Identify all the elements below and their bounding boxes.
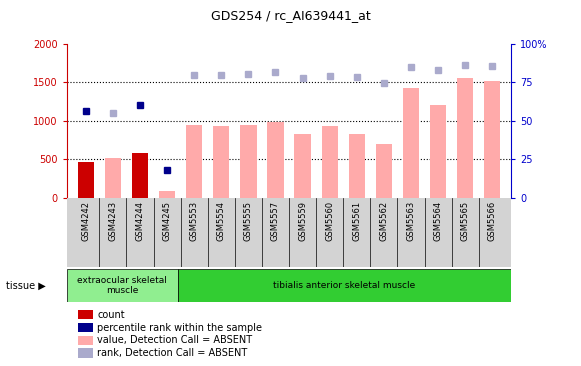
Bar — [430, 105, 446, 198]
Text: GSM5563: GSM5563 — [407, 201, 415, 241]
Text: GSM5565: GSM5565 — [461, 201, 469, 241]
Bar — [321, 126, 338, 198]
Text: GSM5555: GSM5555 — [244, 201, 253, 241]
Text: GSM5561: GSM5561 — [352, 201, 361, 241]
Bar — [67, 269, 178, 302]
Bar — [267, 122, 284, 198]
Text: percentile rank within the sample: percentile rank within the sample — [97, 322, 262, 333]
Bar — [186, 124, 202, 198]
Text: GSM4245: GSM4245 — [163, 201, 171, 241]
Text: GSM5553: GSM5553 — [189, 201, 199, 241]
Text: GSM4242: GSM4242 — [81, 201, 90, 241]
Text: GSM5560: GSM5560 — [325, 201, 334, 241]
Text: tibialis anterior skeletal muscle: tibialis anterior skeletal muscle — [274, 281, 416, 290]
Text: GSM5566: GSM5566 — [488, 201, 497, 241]
Text: GSM5564: GSM5564 — [433, 201, 443, 241]
Text: GDS254 / rc_AI639441_at: GDS254 / rc_AI639441_at — [211, 9, 370, 22]
Bar — [241, 126, 257, 198]
Bar — [178, 269, 511, 302]
Bar — [295, 134, 311, 198]
Text: GSM4244: GSM4244 — [135, 201, 145, 241]
Text: count: count — [97, 310, 125, 320]
Text: value, Detection Call = ABSENT: value, Detection Call = ABSENT — [97, 335, 252, 346]
Text: extraocular skeletal
muscle: extraocular skeletal muscle — [77, 276, 167, 295]
Text: GSM5557: GSM5557 — [271, 201, 280, 241]
Bar — [484, 81, 500, 198]
Bar — [132, 153, 148, 198]
Bar — [78, 161, 94, 198]
Bar — [159, 191, 175, 198]
Text: GSM5554: GSM5554 — [217, 201, 226, 241]
Bar — [105, 158, 121, 198]
Bar — [213, 126, 229, 198]
Text: GSM5562: GSM5562 — [379, 201, 389, 241]
Text: GSM4243: GSM4243 — [109, 201, 117, 241]
Bar — [349, 134, 365, 198]
Text: GSM5559: GSM5559 — [298, 201, 307, 241]
Bar — [403, 89, 419, 198]
Bar — [376, 144, 392, 198]
Bar — [457, 78, 474, 198]
Text: rank, Detection Call = ABSENT: rank, Detection Call = ABSENT — [97, 348, 248, 358]
Text: tissue ▶: tissue ▶ — [6, 280, 45, 291]
